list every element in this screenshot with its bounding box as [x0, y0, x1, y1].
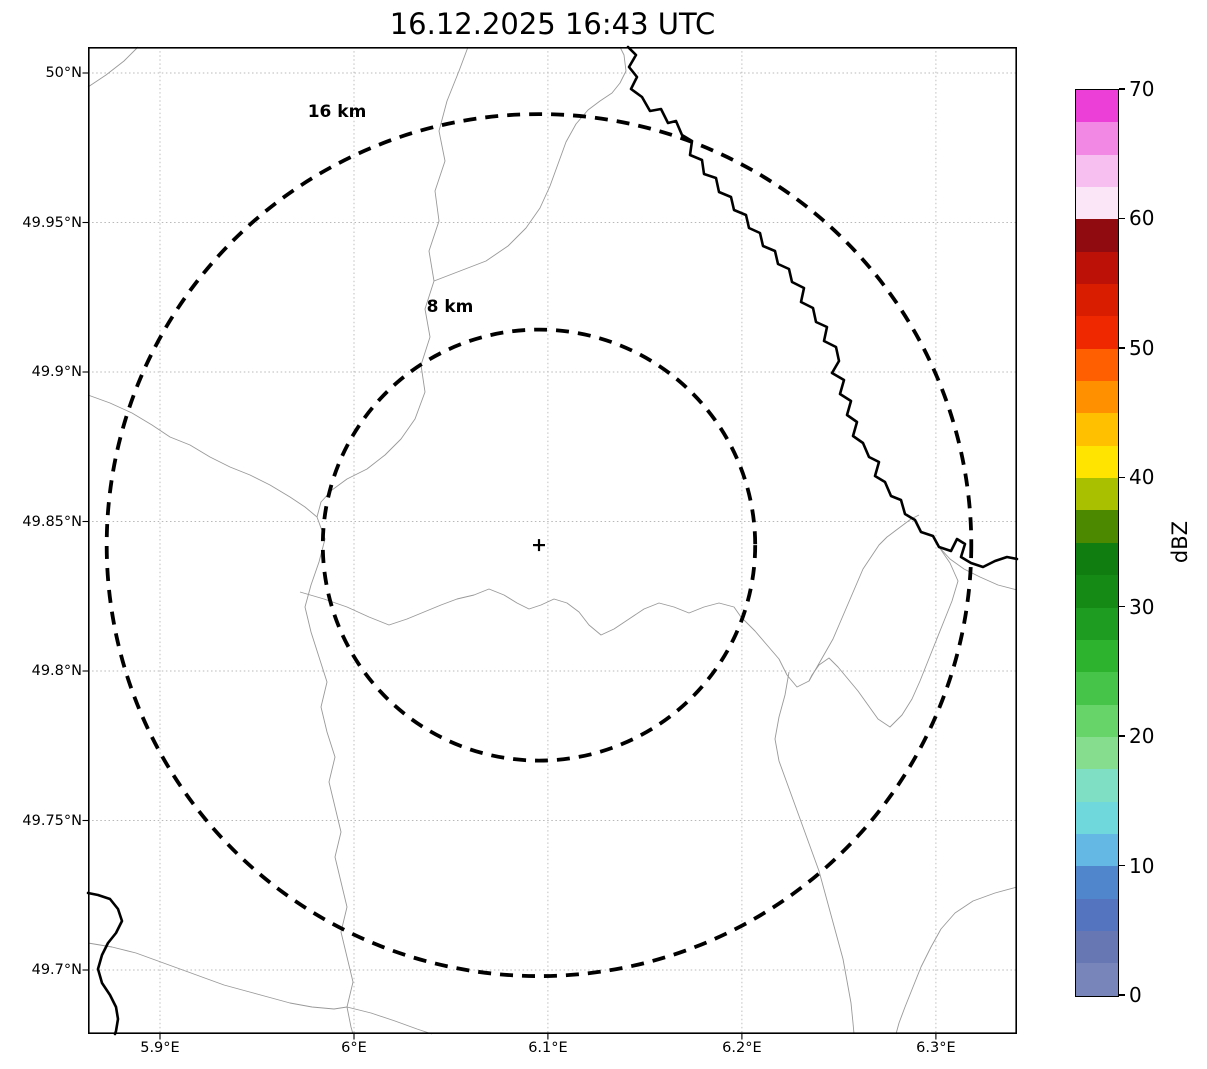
colorbar-segment — [1076, 736, 1118, 770]
admin-boundary-line — [740, 514, 920, 688]
range-ring-16km — [104, 112, 974, 979]
admin-boundary-line — [433, 46, 627, 282]
colorbar-segment — [1076, 90, 1118, 123]
range-ring-8km — [320, 327, 758, 763]
colorbar-segment — [1076, 769, 1118, 802]
x-tick-label: 6.3°E — [916, 1040, 956, 1056]
map-canvas: 16 km 8 km — [82, 45, 1019, 1040]
admin-boundary-line — [346, 1006, 433, 1035]
colorbar-segment — [1076, 187, 1118, 220]
colorbar-segment — [1076, 930, 1118, 964]
colorbar-segment — [1076, 639, 1118, 673]
colorbar-tick — [1119, 347, 1125, 349]
colorbar-segment — [1076, 575, 1118, 608]
colorbar-segment — [1076, 607, 1118, 640]
colorbar-tick-label: 10 — [1129, 853, 1155, 878]
colorbar-tick-label: 20 — [1129, 724, 1155, 749]
admin-boundary-line — [87, 46, 139, 88]
admin-boundary-line — [895, 886, 1018, 1035]
colorbar-tick — [1119, 88, 1125, 90]
colorbar-tick — [1119, 476, 1125, 478]
colorbar-segment — [1076, 122, 1118, 155]
admin-boundary-line — [316, 46, 469, 518]
colorbar-tick-label: 0 — [1129, 983, 1142, 1007]
admin-boundary-line — [774, 671, 855, 1035]
x-tick-label: 5.9°E — [140, 1040, 180, 1056]
y-tick-label: 49.7°N — [31, 962, 82, 978]
colorbar-segment — [1076, 348, 1118, 382]
admin-boundary-line — [938, 546, 1018, 591]
y-tick-label: 49.9°N — [31, 364, 82, 380]
colorbar-tick-label: 60 — [1129, 206, 1155, 231]
colorbar-segment — [1076, 542, 1118, 576]
colorbar-tick-label: 40 — [1129, 465, 1155, 490]
colorbar-gradient — [1075, 89, 1119, 997]
colorbar-tick — [1119, 994, 1125, 996]
admin-boundary-line — [808, 546, 959, 728]
colorbar-segment — [1076, 672, 1118, 705]
colorbar-segment — [1076, 478, 1118, 511]
y-tick-label: 50°N — [45, 65, 82, 81]
figure-title: 16.12.2025 16:43 UTC — [389, 7, 716, 41]
x-tick-label: 6.2°E — [722, 1040, 762, 1056]
colorbar-tick-label: 70 — [1129, 77, 1155, 101]
colorbar-segment — [1076, 251, 1118, 285]
colorbar-segment — [1076, 445, 1118, 479]
map-plot-area: 16 km 8 km — [82, 45, 1019, 1040]
colorbar-tick — [1119, 864, 1125, 867]
colorbar-tick — [1119, 217, 1125, 220]
colorbar-segment — [1076, 154, 1118, 188]
y-tick-label: 49.8°N — [31, 663, 82, 679]
colorbar-tick — [1119, 735, 1125, 737]
colorbar-segment — [1076, 801, 1118, 834]
range-ring-label-16km: 16 km — [308, 102, 367, 122]
colorbar-segment — [1076, 219, 1118, 252]
colorbar-segment — [1076, 704, 1118, 737]
admin-boundary-line — [87, 942, 348, 1010]
colorbar-tick — [1119, 606, 1125, 608]
admin-boundary-line — [299, 588, 742, 636]
river-line — [86, 891, 124, 1036]
colorbar-segment — [1076, 413, 1118, 446]
y-tick-label: 49.95°N — [22, 214, 82, 231]
x-tick-label: 6.1°E — [528, 1040, 568, 1056]
colorbar-segment — [1076, 510, 1118, 543]
colorbar-segment — [1076, 898, 1118, 931]
admin-boundary-line — [304, 516, 354, 1035]
colorbar-segment — [1076, 866, 1118, 899]
range-ring-label-8km: 8 km — [427, 297, 474, 317]
y-tick-label: 49.75°N — [22, 812, 82, 829]
colorbar-label: dBZ — [1168, 520, 1192, 564]
admin-boundary-line — [87, 394, 318, 518]
colorbar-segment — [1076, 284, 1118, 317]
colorbar-tick-label: 50 — [1129, 335, 1155, 360]
x-tick-label: 6°E — [341, 1040, 367, 1056]
colorbar-segment — [1076, 381, 1118, 414]
colorbar-segment — [1076, 963, 1118, 996]
plot-frame — [88, 47, 1018, 1035]
colorbar-tick-label: 30 — [1129, 594, 1155, 619]
river-line — [626, 45, 1019, 569]
y-tick-label: 49.85°N — [22, 513, 82, 530]
colorbar-segment — [1076, 833, 1118, 867]
colorbar-segment — [1076, 316, 1118, 349]
